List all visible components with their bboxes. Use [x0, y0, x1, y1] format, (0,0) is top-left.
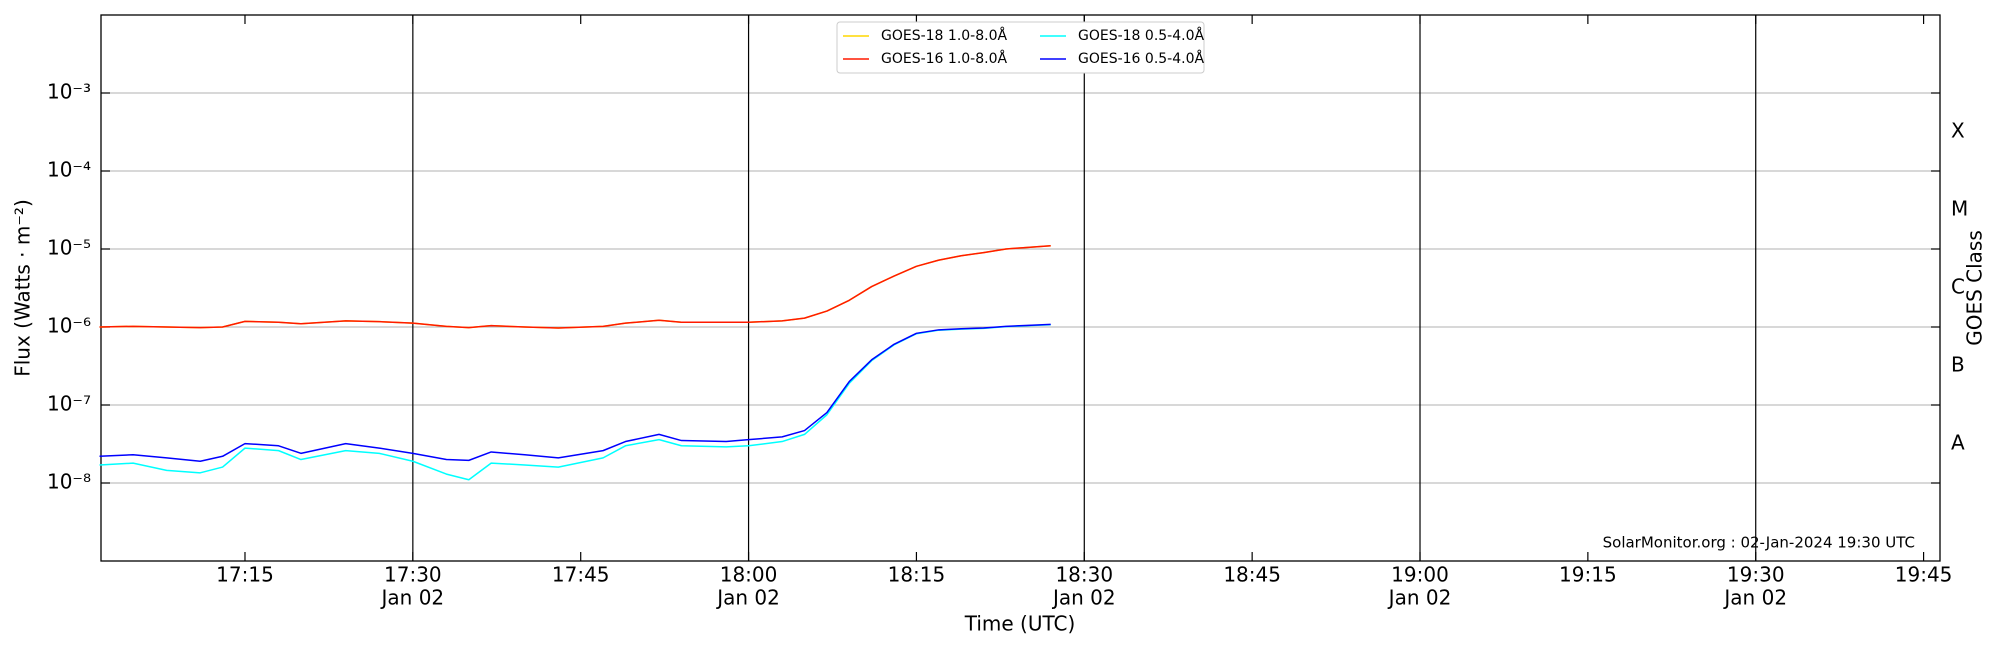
y2-tick-label: B [1951, 353, 1965, 377]
x-tick-label: 17:15 [216, 563, 274, 587]
y-tick-label: 10⁻³ [47, 80, 91, 104]
y2-tick-label: C [1951, 275, 1965, 299]
y-tick-label: 10⁻⁵ [47, 236, 91, 260]
x-tick-label: 19:15 [1559, 563, 1617, 587]
y-tick-label: 10⁻⁶ [47, 314, 91, 338]
legend: GOES-18 1.0-8.0Å GOES-16 1.0-8.0Å GOES-18 … [836, 21, 1205, 74]
y-tick-label: 10⁻⁷ [47, 392, 91, 416]
y2-tick-label: A [1951, 431, 1965, 455]
series-line [99, 245, 1051, 329]
x-tick-label: 18:15 [888, 563, 946, 587]
legend-label: GOES-18 1.0-8.0Å [881, 27, 1007, 44]
x-tick-label: 18:00 [720, 563, 778, 587]
x-tick-label: 17:45 [552, 563, 610, 587]
x-axis-label: Time (UTC) [964, 612, 1076, 636]
legend-label: GOES-16 1.0-8.0Å [881, 50, 1007, 67]
plot-frame [100, 14, 1941, 562]
legend-label: GOES-16 0.5-4.0Å [1078, 50, 1204, 67]
x-tick-label: 19:45 [1895, 563, 1953, 587]
x-tick-sublabel: Jan 02 [715, 586, 780, 610]
x-tick-label: 19:30 [1727, 563, 1785, 587]
y2-tick-label: M [1951, 197, 1968, 221]
x-tick-sublabel: Jan 02 [1722, 586, 1787, 610]
series-line [99, 245, 1051, 329]
x-tick-label: 19:00 [1391, 563, 1449, 587]
annotation: SolarMonitor.org : 02-Jan-2024 19:30 UTC [1603, 534, 1915, 552]
series-line [99, 323, 1051, 463]
y-tick-label: 10⁻⁴ [47, 158, 91, 182]
y-axis-label: Flux (Watts · m⁻²) [11, 199, 35, 377]
x-tick-label: 18:30 [1055, 563, 1113, 587]
x-tick-label: 18:45 [1223, 563, 1281, 587]
y2-tick-label: X [1951, 119, 1965, 143]
x-tick-label: 17:30 [384, 563, 442, 587]
x-tick-sublabel: Jan 02 [380, 586, 445, 610]
legend-label: GOES-18 0.5-4.0Å [1078, 27, 1204, 44]
legend-box [836, 21, 1205, 74]
y2-axis-label: GOES Class [1963, 230, 1987, 346]
y-tick-label: 10⁻⁸ [47, 470, 91, 494]
x-tick-sublabel: Jan 02 [1051, 586, 1116, 610]
series-line [99, 323, 1051, 481]
x-tick-sublabel: Jan 02 [1387, 586, 1452, 610]
